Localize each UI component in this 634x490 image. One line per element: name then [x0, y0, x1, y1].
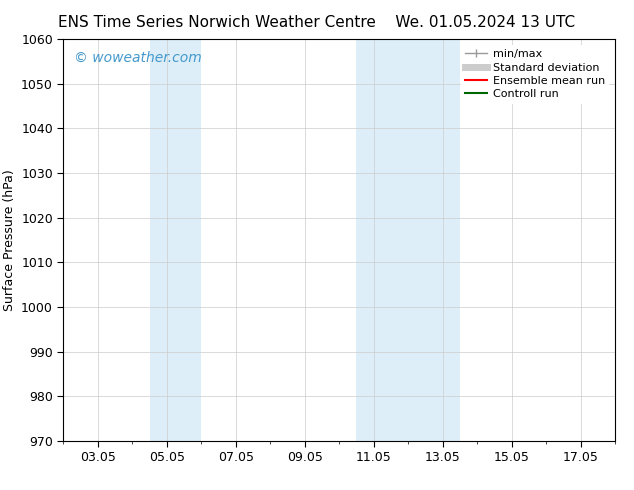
- Text: © woweather.com: © woweather.com: [74, 51, 202, 65]
- Bar: [150, 39, 202, 441]
- Bar: [356, 39, 460, 441]
- Text: ENS Time Series Norwich Weather Centre    We. 01.05.2024 13 UTC: ENS Time Series Norwich Weather Centre W…: [58, 15, 576, 30]
- Legend: min/max, Standard deviation, Ensemble mean run, Controll run: min/max, Standard deviation, Ensemble me…: [460, 45, 609, 104]
- Y-axis label: Surface Pressure (hPa): Surface Pressure (hPa): [3, 169, 16, 311]
